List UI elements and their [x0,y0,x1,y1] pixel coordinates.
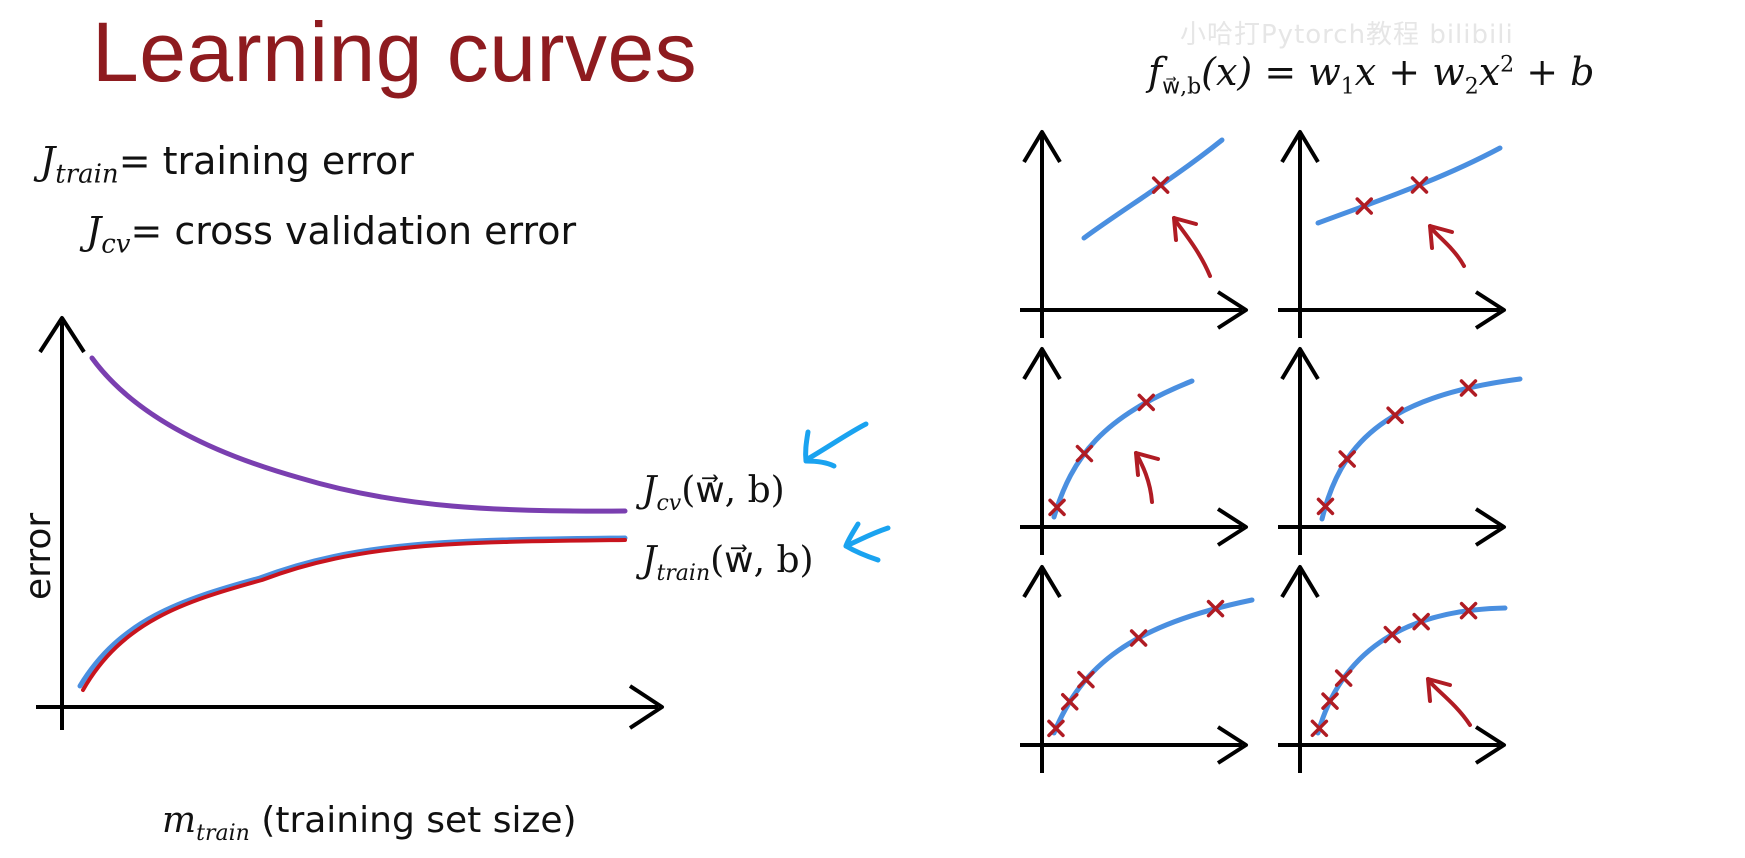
training-point-x [1047,719,1065,738]
training-point-x [1412,612,1430,631]
training-point-x [1048,498,1066,517]
main-x-arrowhead [628,684,664,730]
fit-panel-1 [1020,130,1248,338]
panel-fit-curve [1315,145,1503,226]
fit-panel-2 [1278,130,1506,338]
fit-panels-grid [1020,130,1523,773]
training-point-x [1316,497,1335,516]
jtrain-definition: Jtrain= training error [40,139,414,190]
jcv-curve-label: Jcv(w⃗, b) [642,470,785,517]
panel-fit-curve [1051,597,1255,736]
panel-y-arrowhead [1280,130,1320,164]
panel-fit-curve [1051,378,1195,520]
jtrain-fit-curve [77,535,628,689]
fit-panel-6 [1278,565,1508,773]
jcv-definition: Jcv= cross validation error [86,209,577,260]
panel-y-arrowhead [1022,130,1062,164]
red-pointer-arrow [1428,224,1466,268]
y-axis-label: error [18,512,59,600]
red-pointer-arrow [1426,677,1472,727]
panel-x-arrowhead [1216,290,1248,330]
cv-pointer-arrow [803,421,869,469]
watermark: 小哈打Pytorch教程 bilibili [1180,20,1514,50]
panel-fit-curve [1081,137,1225,241]
jtrain-curve [81,538,627,692]
main-y-arrowhead [38,316,86,354]
training-point-x [1060,693,1079,711]
panel-x-arrowhead [1216,725,1248,765]
training-point-x [1386,406,1404,425]
fit-panel-3 [1020,347,1248,555]
panel-fit-curve [1319,376,1523,522]
panel-y-arrowhead [1280,565,1320,599]
train-pointer-arrow [843,521,891,563]
panel-x-arrowhead [1474,725,1506,765]
training-point-x [1310,719,1329,738]
training-point-x [1459,601,1478,620]
panel-y-arrowhead [1022,565,1062,599]
panel-x-arrowhead [1474,290,1506,330]
panel-fit-curve [1315,605,1508,736]
training-point-x [1355,197,1373,215]
panel-y-arrowhead [1022,347,1062,381]
panel-y-arrowhead [1280,347,1320,381]
red-pointer-arrow [1172,216,1212,278]
slide-title: Learning curves [92,5,698,99]
training-point-x [1334,669,1353,687]
training-point-x [1206,599,1225,618]
training-point-x [1137,393,1156,412]
red-pointer-arrow [1134,451,1160,504]
x-axis-label: mtrain (training set size) [162,800,577,847]
training-point-x [1383,625,1402,644]
training-point-x [1129,629,1148,647]
training-point-x [1077,670,1095,689]
training-point-x [1338,450,1356,468]
panel-x-arrowhead [1216,507,1248,547]
fit-panel-5 [1020,565,1255,773]
fit-panel-4 [1278,347,1523,555]
training-point-x [1410,176,1429,194]
jcv-curve [89,355,628,514]
main-axes [36,316,664,730]
jtrain-curve-label: Jtrain(w⃗, b) [642,540,814,587]
training-point-x [1459,379,1478,397]
training-point-x [1321,692,1339,710]
training-point-x [1075,444,1094,463]
model-formula: fw⃗,b(x) = w1x + w2x2 + b [1148,50,1595,100]
panel-x-arrowhead [1474,507,1506,547]
training-point-x [1151,176,1170,194]
